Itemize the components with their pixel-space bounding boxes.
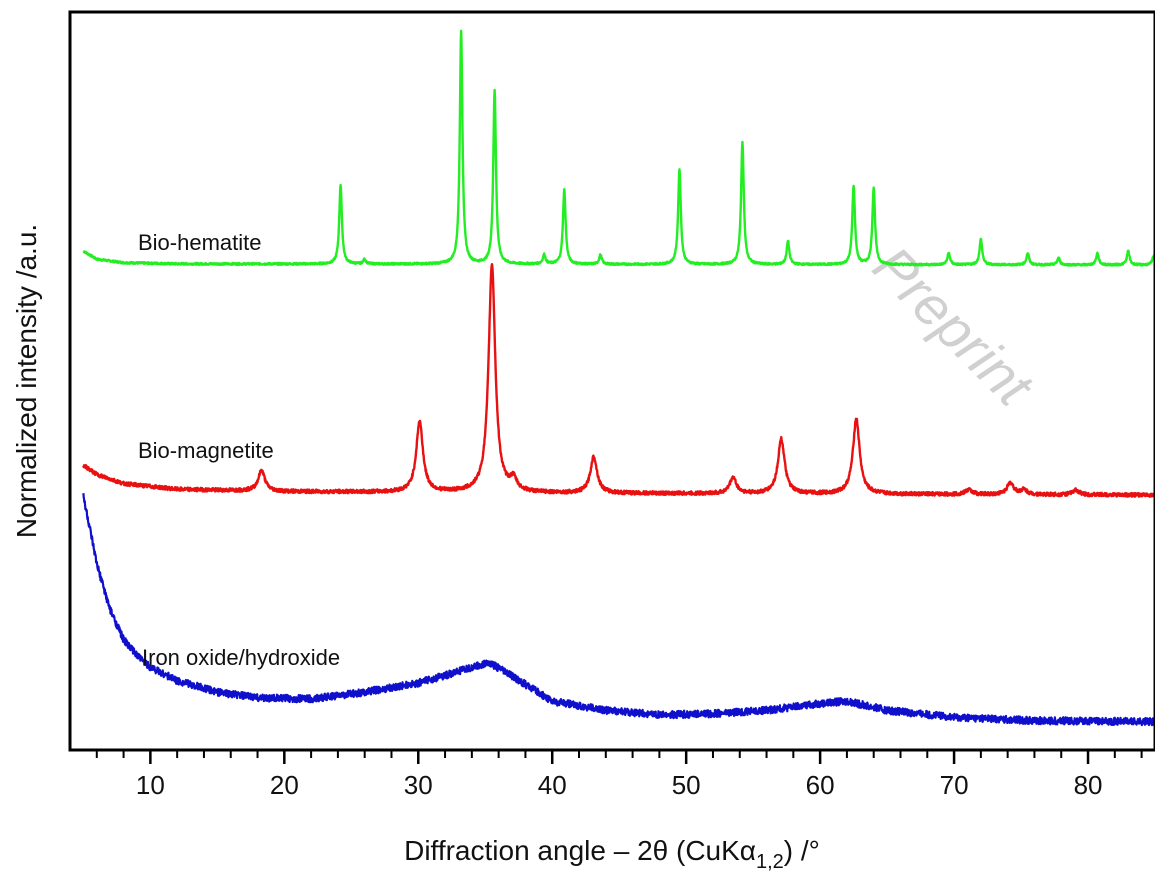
watermark-text: Preprint xyxy=(862,234,1047,419)
x-tick-label: 50 xyxy=(672,770,701,800)
x-tick-label: 40 xyxy=(538,770,567,800)
x-tick-label: 70 xyxy=(940,770,969,800)
x-tick-label: 80 xyxy=(1074,770,1103,800)
y-axis-label: Normalized intensity /a.u. xyxy=(11,224,42,538)
series-line-bio-magnetite xyxy=(82,263,1155,498)
x-tick-label: 10 xyxy=(136,770,165,800)
x-tick-label: 60 xyxy=(806,770,835,800)
plot-frame xyxy=(68,10,1155,752)
x-axis-label-subscript: 1,2 xyxy=(756,851,784,873)
series-line-iron-oxide-hydroxide xyxy=(82,493,1155,727)
x-axis-ticks: 10 20 30 40 50 60 70 80 xyxy=(95,750,1143,800)
watermark-layer: Preprint xyxy=(862,234,1047,419)
x-axis-label-suffix: ) /° xyxy=(784,835,820,866)
series-labels: Bio-hematite Bio-magnetite Iron oxide/hydr… xyxy=(138,230,340,670)
plot-traces xyxy=(82,29,1155,727)
x-tick-label: 20 xyxy=(270,770,299,800)
x-axis-label: Diffraction angle – 2θ (CuKα1,2) /° xyxy=(404,835,820,873)
x-axis-label-prefix: Diffraction angle – 2θ (CuKα xyxy=(404,835,756,866)
x-tick-label: 30 xyxy=(404,770,433,800)
series-label-bio-magnetite: Bio-magnetite xyxy=(138,438,274,463)
series-line-bio-hematite xyxy=(82,29,1155,267)
series-label-bio-hematite: Bio-hematite xyxy=(138,230,262,255)
series-label-iron-oxide-hydroxide: Iron oxide/hydroxide xyxy=(142,645,340,670)
